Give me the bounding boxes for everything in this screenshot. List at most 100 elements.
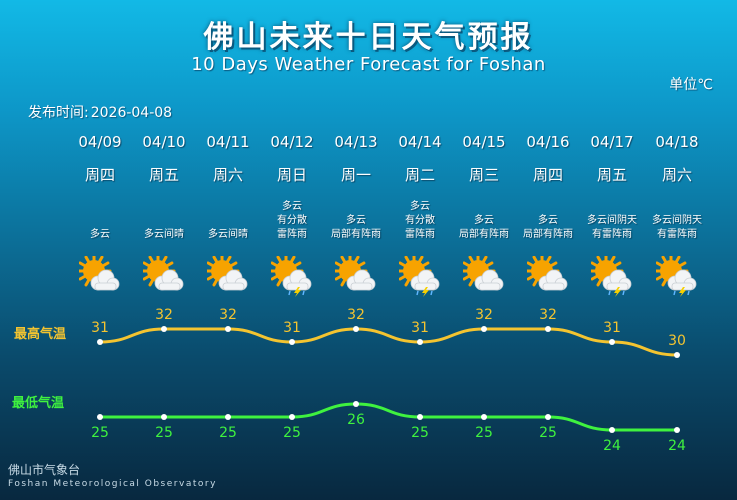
day-description: 多云 局部有阵雨 bbox=[324, 190, 388, 242]
high-temp-value: 31 bbox=[411, 320, 429, 336]
day-date: 04/18 bbox=[655, 133, 699, 151]
description-line: 有分散 bbox=[277, 215, 307, 226]
description-line: 局部有阵雨 bbox=[459, 229, 509, 240]
description-line: 多云间晴 bbox=[144, 229, 184, 240]
low-temp-point bbox=[545, 414, 551, 420]
page-subtitle: 10 Days Weather Forecast for Foshan bbox=[191, 54, 546, 75]
low-temp-value: 24 bbox=[603, 438, 621, 454]
description-line: 多云 bbox=[282, 201, 302, 212]
day-description: 多云间晴 bbox=[132, 190, 196, 242]
high-temp-point bbox=[674, 352, 680, 358]
high-temp-value: 32 bbox=[347, 307, 365, 323]
day-weekday: 周五 bbox=[148, 166, 179, 184]
low-temp-value: 24 bbox=[668, 438, 686, 454]
low-temp-point bbox=[97, 414, 103, 420]
day-weekday: 周日 bbox=[276, 166, 307, 184]
description-line: 雷阵雨 bbox=[405, 229, 435, 240]
day-date: 04/12 bbox=[270, 133, 314, 151]
low-temp-value: 25 bbox=[411, 425, 429, 441]
description-line: 多云 bbox=[474, 215, 494, 226]
high-temp-value: 32 bbox=[475, 307, 493, 323]
unit-label: 单位℃ bbox=[669, 77, 713, 93]
day-date: 04/10 bbox=[142, 133, 186, 151]
low-temp-value: 25 bbox=[475, 425, 493, 441]
high-temp-line bbox=[99, 327, 678, 357]
day-description: 多云间阴天 有雷阵雨 bbox=[645, 190, 709, 242]
day-weekday: 周六 bbox=[661, 166, 692, 184]
high-temp-value: 30 bbox=[668, 333, 686, 349]
high-temp-point bbox=[481, 326, 487, 332]
high-temp-point bbox=[161, 326, 167, 332]
high-temp-point bbox=[353, 326, 359, 332]
day-description: 多云 有分散 雷阵雨 bbox=[388, 190, 452, 242]
high-temp-value: 31 bbox=[603, 320, 621, 336]
low-temp-point bbox=[417, 414, 423, 420]
partly-cloudy-icon bbox=[196, 253, 260, 296]
low-temp-value: 25 bbox=[219, 425, 237, 441]
description-line: 局部有阵雨 bbox=[523, 229, 573, 240]
low-temp-value: 25 bbox=[155, 425, 173, 441]
release-date: 2026-04-08 bbox=[90, 105, 173, 121]
low-temp-value: 26 bbox=[347, 412, 365, 428]
description-line: 多云间阴天 bbox=[652, 215, 702, 226]
low-temp-label: 最低气温 bbox=[12, 396, 65, 411]
footer-org-cn: 佛山市气象台 bbox=[8, 463, 81, 477]
description-line: 多云 bbox=[410, 201, 430, 212]
low-temp-point bbox=[609, 427, 615, 433]
low-temp-point bbox=[289, 414, 295, 420]
high-temp-point bbox=[289, 339, 295, 345]
high-temp-label: 最高气温 bbox=[14, 327, 67, 342]
partly-cloudy-icon bbox=[132, 253, 196, 296]
description-line: 有分散 bbox=[405, 215, 435, 226]
release-label: 发布时间: bbox=[28, 105, 89, 121]
day-date: 04/17 bbox=[590, 133, 634, 151]
high-temp-point bbox=[545, 326, 551, 332]
release-time: 发布时间: 2026-04-08 bbox=[26, 102, 172, 122]
day-date: 04/13 bbox=[334, 133, 378, 151]
low-temp-value: 25 bbox=[539, 425, 557, 441]
description-line: 多云 bbox=[90, 229, 110, 240]
day-weekday: 周四 bbox=[84, 166, 115, 184]
low-temp-point bbox=[161, 414, 167, 420]
day-date: 04/09 bbox=[78, 133, 122, 151]
low-temp-line bbox=[99, 402, 677, 432]
high-temp-value: 32 bbox=[155, 307, 173, 323]
description-line: 有雷阵雨 bbox=[657, 229, 697, 240]
high-temp-value: 31 bbox=[283, 320, 301, 336]
description-line: 多云间晴 bbox=[208, 229, 248, 240]
partly-cloudy-icon bbox=[324, 253, 388, 296]
low-temp-value: 25 bbox=[283, 425, 301, 441]
thunder-shower-icon bbox=[645, 253, 709, 297]
low-temp-value: 25 bbox=[91, 425, 109, 441]
day-weekday: 周六 bbox=[212, 166, 243, 184]
description-line: 局部有阵雨 bbox=[331, 229, 381, 240]
day-description: 多云间晴 bbox=[196, 190, 260, 242]
day-description: 多云 局部有阵雨 bbox=[452, 190, 516, 242]
day-weekday: 周二 bbox=[404, 166, 435, 184]
partly-cloudy-icon bbox=[516, 253, 580, 296]
day-weekday: 周四 bbox=[532, 166, 563, 184]
day-weekday: 周一 bbox=[340, 166, 371, 184]
thunder-shower-icon bbox=[580, 253, 644, 297]
page-title: 佛山未来十日天气预报 bbox=[203, 20, 534, 55]
high-temp-value: 32 bbox=[539, 307, 557, 323]
high-temp-point bbox=[97, 339, 103, 345]
high-temp-value: 31 bbox=[91, 320, 109, 336]
high-temp-point bbox=[417, 339, 423, 345]
day-description: 多云间阴天 有雷阵雨 bbox=[580, 190, 644, 242]
footer-org-en: Foshan Meteorological Observatory bbox=[8, 479, 217, 489]
day-description: 多云 bbox=[68, 190, 132, 242]
thunder-shower-icon bbox=[388, 253, 452, 297]
description-line: 多云间阴天 bbox=[587, 215, 637, 226]
partly-cloudy-icon bbox=[452, 253, 516, 296]
day-date: 04/15 bbox=[462, 133, 506, 151]
day-date: 04/16 bbox=[526, 133, 570, 151]
day-weekday: 周五 bbox=[596, 166, 627, 184]
day-date: 04/11 bbox=[206, 133, 250, 151]
description-line: 多云 bbox=[538, 215, 558, 226]
thunder-shower-icon bbox=[260, 253, 324, 297]
day-date: 04/14 bbox=[398, 133, 442, 151]
low-temp-point bbox=[481, 414, 487, 420]
description-line: 有雷阵雨 bbox=[592, 229, 632, 240]
